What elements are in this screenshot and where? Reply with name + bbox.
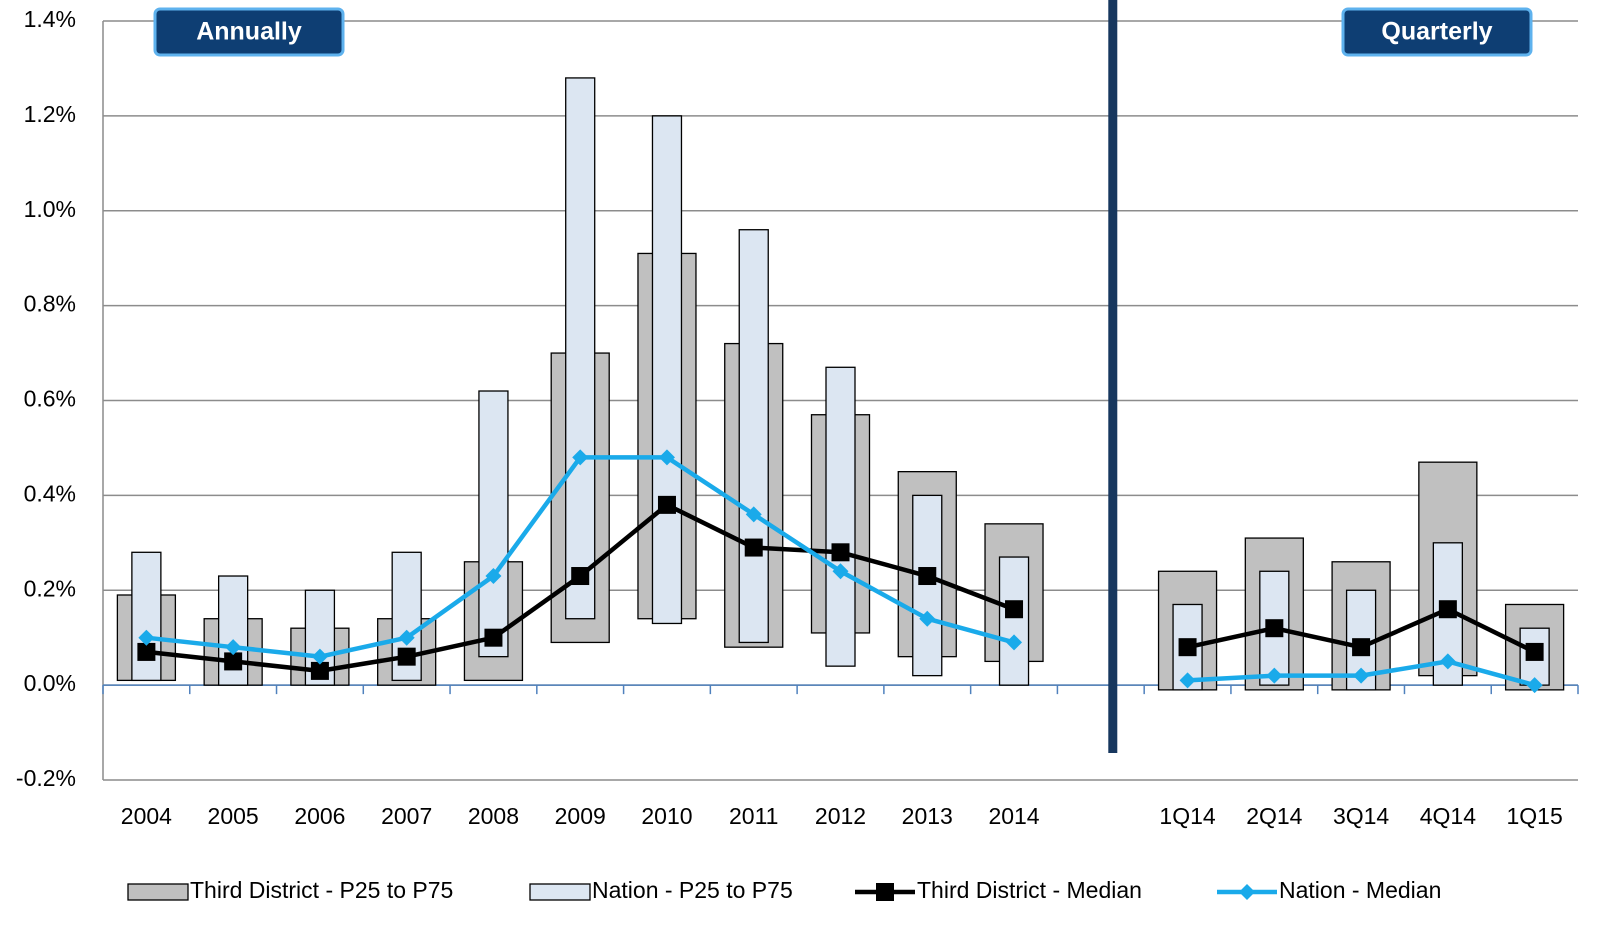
legend-marker: [876, 883, 894, 901]
y-tick-label: 1.4%: [24, 6, 76, 32]
y-tick-label: 0.0%: [24, 670, 76, 696]
range-bar: [998, 556, 1030, 686]
x-tick-label: 2Q14: [1246, 803, 1302, 829]
median-marker: [310, 661, 329, 680]
x-tick-label: 4Q14: [1420, 803, 1476, 829]
range-bar: [131, 551, 162, 682]
x-tick-label: 2005: [208, 803, 259, 829]
median-marker: [397, 647, 416, 666]
y-tick-label: 1.0%: [24, 196, 76, 222]
median-marker: [224, 652, 243, 671]
median-marker: [1179, 672, 1196, 689]
median-marker: [1438, 600, 1457, 619]
median-marker: [919, 610, 936, 627]
median-marker: [571, 567, 590, 586]
range-bar: [825, 366, 856, 667]
median-marker: [1266, 667, 1283, 684]
median-marker: [137, 642, 156, 661]
median-marker: [1352, 638, 1371, 657]
median-marker: [1439, 653, 1456, 670]
median-marker: [484, 628, 503, 647]
x-tick-label: 2008: [468, 803, 519, 829]
x-tick-label: 2010: [641, 803, 692, 829]
median-marker: [918, 567, 937, 586]
median-marker: [745, 506, 762, 523]
median-marker: [398, 629, 415, 646]
median-marker: [1525, 642, 1544, 661]
median-marker: [658, 449, 675, 466]
median-marker: [1353, 667, 1370, 684]
x-tick-label: 2004: [121, 803, 172, 829]
legend-label: Third District - P25 to P75: [190, 877, 453, 903]
x-tick-label: 2006: [294, 803, 345, 829]
median-marker: [1265, 619, 1284, 638]
legend-label: Third District - Median: [917, 877, 1142, 903]
range-bar: [565, 77, 596, 620]
x-tick-label: 2014: [988, 803, 1039, 829]
median-marker: [1526, 677, 1543, 694]
x-tick-label: 2012: [815, 803, 866, 829]
x-tick-label: 1Q14: [1159, 803, 1215, 829]
annotation: Annually: [196, 18, 302, 46]
median-marker: [485, 568, 502, 585]
median-marker: [1178, 638, 1197, 657]
median-marker: [831, 543, 850, 562]
median-marker: [138, 629, 155, 646]
y-tick-label: 0.8%: [24, 291, 76, 317]
range-bar: [478, 390, 509, 658]
range-bar: [738, 229, 769, 644]
x-tick-label: 2009: [555, 803, 606, 829]
annotation-box: [153, 7, 345, 57]
x-tick-label: 2007: [381, 803, 432, 829]
median-marker: [1006, 634, 1023, 651]
legend-swatch: [127, 883, 189, 901]
median-marker: [572, 449, 589, 466]
median-marker: [225, 639, 242, 656]
range-bar: [912, 494, 943, 677]
median-marker: [744, 538, 763, 557]
legend-swatch: [529, 883, 591, 901]
y-tick-label: 0.2%: [24, 575, 76, 601]
range-bar: [651, 115, 683, 625]
median-marker: [311, 648, 328, 665]
annotation-box: [1341, 7, 1533, 57]
x-tick-label: 2011: [729, 803, 778, 829]
x-tick-label: 2013: [902, 803, 953, 829]
y-tick-label: 0.4%: [24, 480, 76, 506]
y-tick-label: 1.2%: [24, 101, 76, 127]
legend-marker: [1239, 884, 1255, 900]
median-marker: [832, 563, 849, 580]
legend-label: Nation - Median: [1279, 877, 1441, 903]
x-tick-label: 1Q15: [1506, 803, 1562, 829]
y-tick-label: -0.2%: [16, 765, 76, 791]
median-marker: [1005, 600, 1024, 619]
legend-label: Nation - P25 to P75: [592, 877, 793, 903]
y-tick-label: 0.6%: [24, 386, 76, 412]
x-tick-label: 3Q14: [1333, 803, 1389, 829]
median-marker: [657, 495, 676, 514]
annotation: Quarterly: [1381, 18, 1492, 46]
